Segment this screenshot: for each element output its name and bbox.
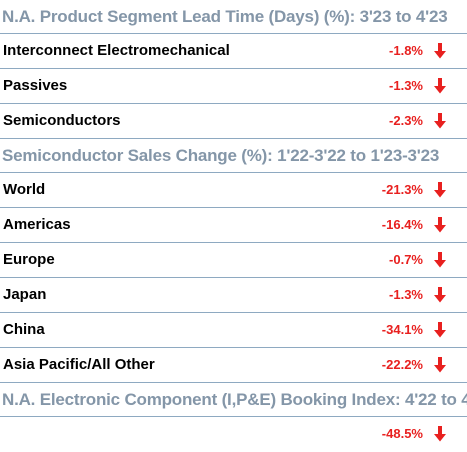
row-label: China — [3, 321, 45, 338]
row-label: Americas — [3, 216, 71, 233]
row-label: Interconnect Electromechanical — [3, 42, 230, 59]
table-row: Interconnect Electromechanical -1.8% — [0, 34, 467, 69]
row-value: -2.3% — [389, 113, 423, 128]
down-arrow-icon — [434, 113, 446, 129]
down-arrow-icon — [434, 287, 446, 303]
table-row: China -34.1% — [0, 313, 467, 348]
row-label: World — [3, 181, 46, 198]
row-label: Semiconductors — [3, 112, 121, 129]
down-arrow-icon — [434, 43, 446, 59]
section-header-semiconductor-sales: Semiconductor Sales Change (%): 1'22-3'2… — [0, 139, 467, 173]
table-row: Americas -16.4% — [0, 208, 467, 243]
row-value: -16.4% — [381, 217, 423, 232]
row-value: -48.5% — [381, 426, 423, 441]
down-arrow-icon — [434, 426, 446, 442]
row-value: -0.7% — [389, 252, 423, 267]
down-arrow-icon — [434, 78, 446, 94]
row-label: Europe — [3, 251, 55, 268]
down-arrow-icon — [434, 217, 446, 233]
table-row: World -21.3% — [0, 173, 467, 208]
table-row: Asia Pacific/All Other -22.2% — [0, 348, 467, 383]
down-arrow-icon — [434, 182, 446, 198]
down-arrow-icon — [434, 252, 446, 268]
down-arrow-icon — [434, 322, 446, 338]
row-value: -21.3% — [381, 182, 423, 197]
row-value: -1.8% — [389, 43, 423, 58]
table-row: Japan -1.3% — [0, 278, 467, 313]
row-value: -34.1% — [381, 322, 423, 337]
table-row: Passives -1.3% — [0, 69, 467, 104]
row-label: Asia Pacific/All Other — [3, 356, 155, 373]
section-header-booking-index: N.A. Electronic Component (I,P&E) Bookin… — [0, 383, 467, 417]
table-row: Europe -0.7% — [0, 243, 467, 278]
row-value: -22.2% — [381, 357, 423, 372]
row-label: Japan — [3, 286, 47, 303]
row-label: Passives — [3, 77, 68, 94]
table-row: -48.5% — [0, 417, 467, 452]
row-value: -1.3% — [389, 78, 423, 93]
down-arrow-icon — [434, 357, 446, 373]
table-row: Semiconductors -2.3% — [0, 104, 467, 139]
row-value: -1.3% — [389, 287, 423, 302]
section-header-lead-time: N.A. Product Segment Lead Time (Days) (%… — [0, 0, 467, 34]
